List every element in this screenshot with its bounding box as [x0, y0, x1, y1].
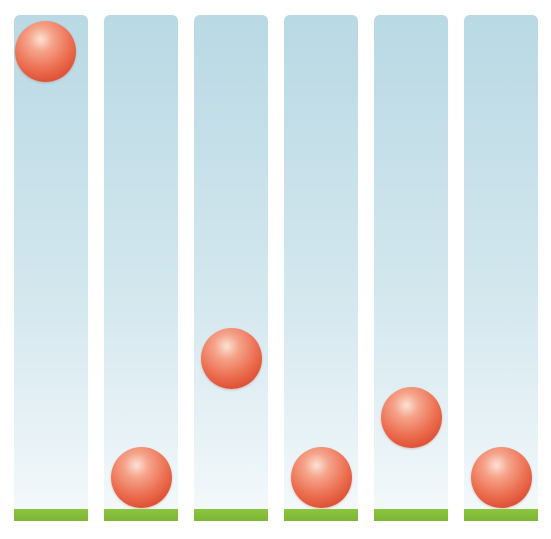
- lane-2: [104, 15, 178, 521]
- ground-strip: [14, 509, 88, 521]
- lane-6: [464, 15, 538, 521]
- ground-strip: [284, 509, 358, 521]
- ball: [200, 327, 262, 389]
- ball: [110, 447, 172, 508]
- lane-1: [14, 15, 88, 521]
- ground-strip: [104, 509, 178, 521]
- ground-strip: [374, 509, 448, 521]
- ball: [470, 447, 532, 508]
- ground-strip: [194, 509, 268, 521]
- lane-5: [374, 15, 448, 521]
- ball: [380, 387, 442, 449]
- ball: [14, 21, 76, 82]
- ball: [290, 447, 352, 508]
- ground-strip: [464, 509, 538, 521]
- lane-4: [284, 15, 358, 521]
- lane-3: [194, 15, 268, 521]
